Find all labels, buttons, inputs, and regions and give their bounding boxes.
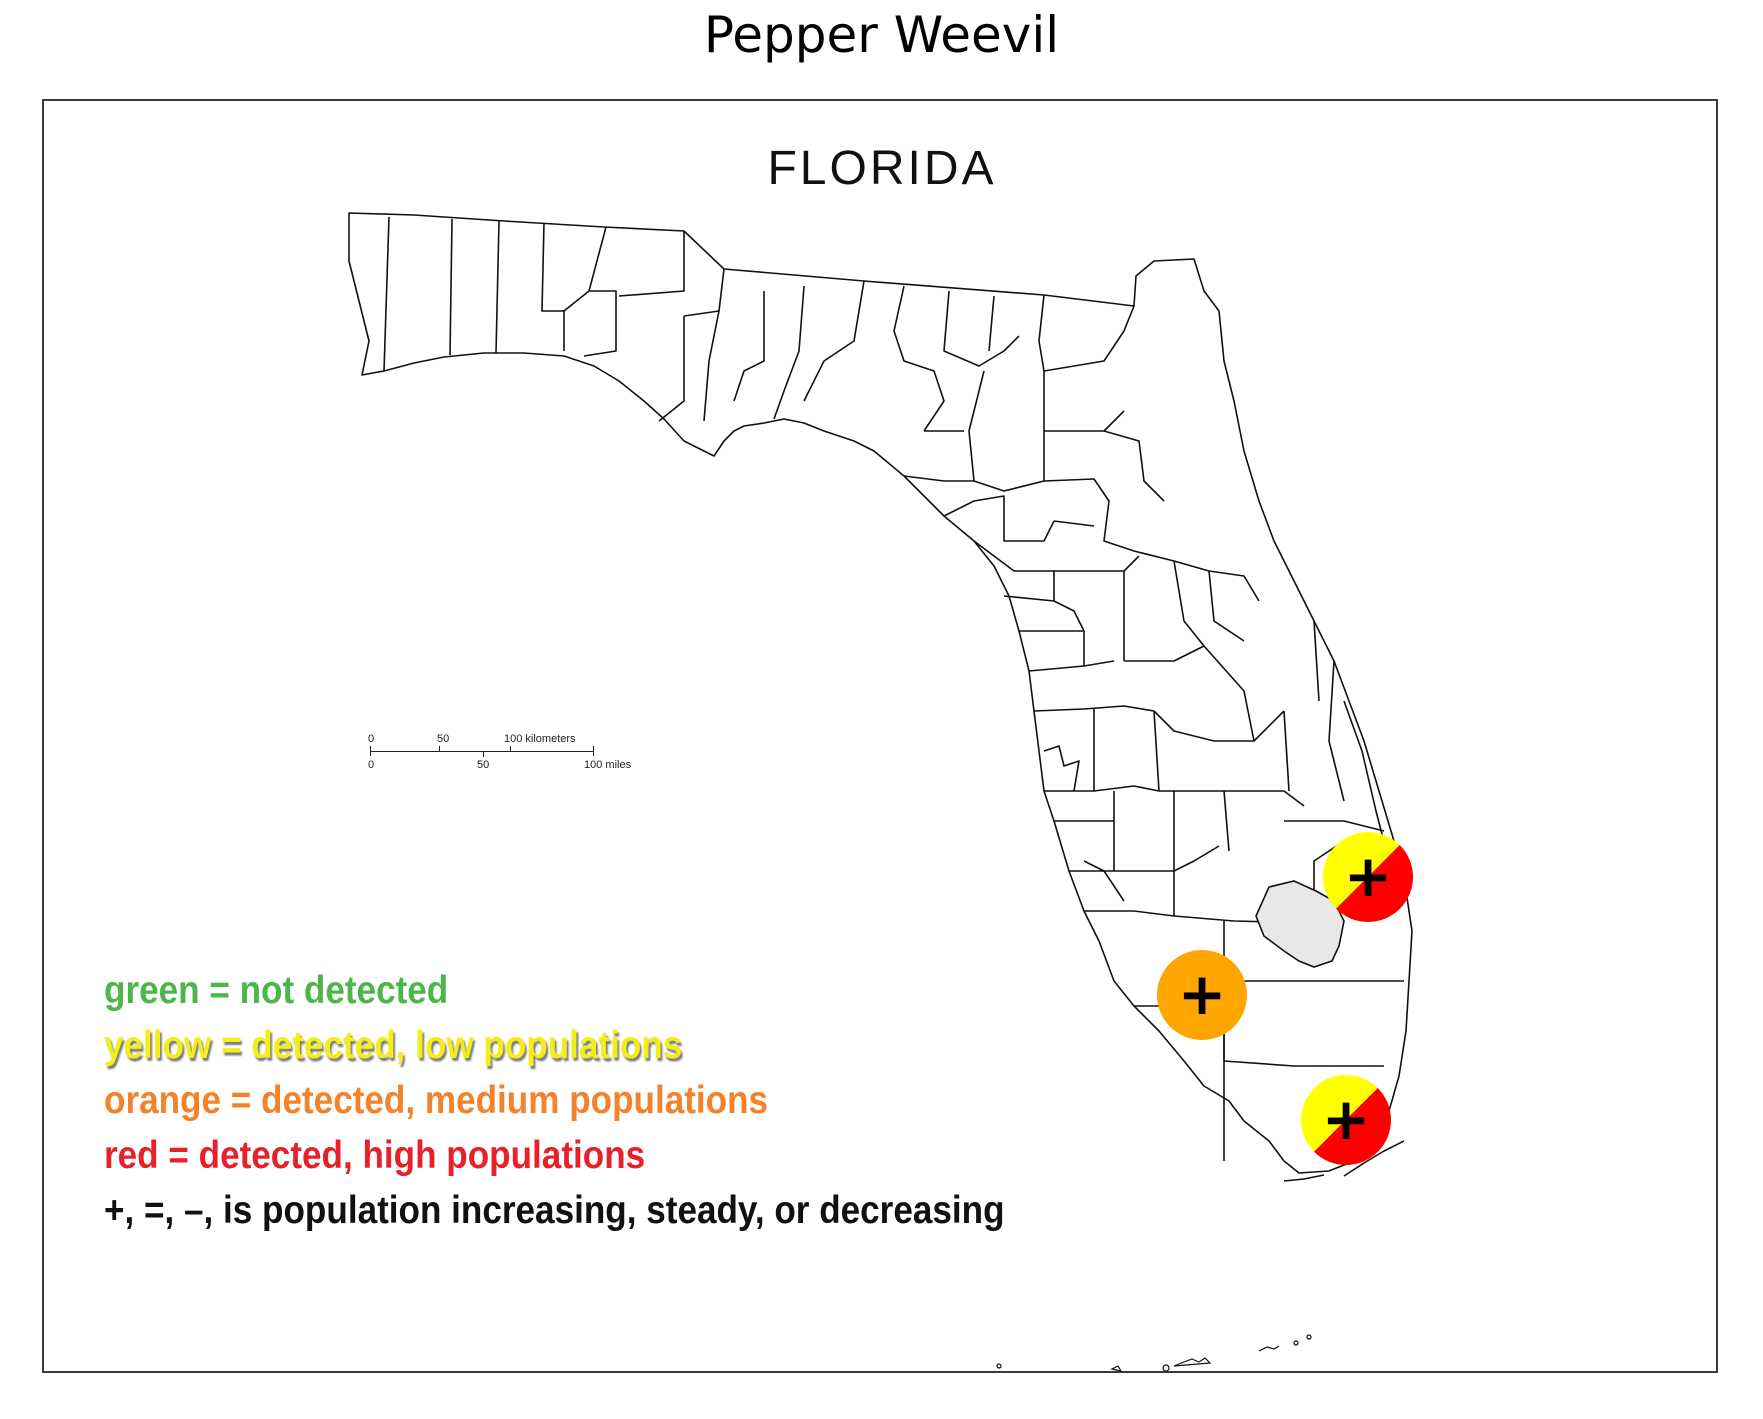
plus-icon: +: [1321, 1085, 1371, 1153]
scale-tick: [510, 746, 511, 752]
scale-km-50: 50: [437, 733, 450, 745]
scale-line: [370, 751, 594, 752]
scale-tick: [370, 746, 371, 756]
scale-mi-100: 100 miles: [584, 759, 632, 771]
marker-miami-dade[interactable]: +: [1301, 1075, 1391, 1165]
florida-outline: [348, 212, 1413, 1174]
scale-tick: [439, 746, 440, 752]
figure-title: Pepper Weevil: [703, 6, 1060, 64]
scale-tick: [483, 751, 484, 757]
legend-trend: +, =, –, is population increasing, stead…: [104, 1189, 1005, 1232]
map-frame: FLORIDA: [42, 99, 1718, 1373]
legend-orange: orange = detected, medium populations: [104, 1079, 769, 1122]
plus-icon: +: [1343, 842, 1393, 910]
legend-red: red = detected, high populations: [104, 1134, 646, 1177]
scale-mi-50: 50: [477, 759, 490, 771]
scale-mi-0: 0: [368, 759, 375, 771]
plus-icon: +: [1177, 960, 1227, 1028]
legend: green = not detected yellow = detected, …: [104, 963, 1005, 1238]
marker-palm-beach[interactable]: +: [1323, 832, 1413, 922]
marker-collier[interactable]: +: [1157, 950, 1247, 1040]
scale-tick: [593, 746, 594, 756]
lake-okeechobee: [1255, 880, 1345, 968]
scale-bar: 0 50 100 kilometers 0 50 100 miles: [364, 731, 644, 791]
scale-km-100: 100 kilometers: [504, 733, 576, 745]
legend-yellow: yellow = detected, low populations: [104, 1024, 683, 1067]
legend-green: green = not detected: [104, 969, 449, 1012]
state-label: FLORIDA: [767, 142, 997, 195]
scale-km-0: 0: [368, 733, 375, 745]
